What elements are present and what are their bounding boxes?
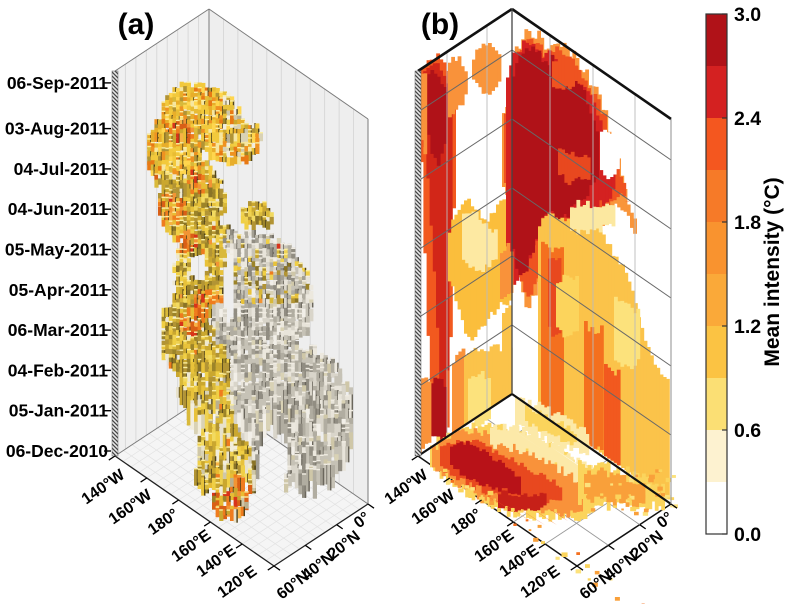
svg-text:05-Jan-2011: 05-Jan-2011 <box>9 401 109 421</box>
svg-text:04-Jun-2011: 04-Jun-2011 <box>8 199 108 219</box>
svg-text:0.0: 0.0 <box>734 524 761 546</box>
svg-text:1.8: 1.8 <box>734 212 761 234</box>
svg-text:(b): (b) <box>421 8 459 41</box>
svg-text:(a): (a) <box>118 8 155 41</box>
svg-text:Mean intensity (°C): Mean intensity (°C) <box>761 177 784 366</box>
svg-text:3.0: 3.0 <box>734 4 761 26</box>
svg-text:04-Jul-2011: 04-Jul-2011 <box>14 159 109 179</box>
svg-text:05-May-2011: 05-May-2011 <box>5 240 108 260</box>
svg-text:06-Mar-2011: 06-Mar-2011 <box>8 320 108 340</box>
svg-text:05-Apr-2011: 05-Apr-2011 <box>9 280 108 300</box>
svg-text:04-Feb-2011: 04-Feb-2011 <box>8 360 108 380</box>
svg-text:2.4: 2.4 <box>734 108 761 130</box>
svg-text:1.2: 1.2 <box>734 316 761 338</box>
svg-text:0.6: 0.6 <box>734 420 761 442</box>
svg-text:03-Aug-2011: 03-Aug-2011 <box>5 119 108 139</box>
svg-text:06-Dec-2010: 06-Dec-2010 <box>6 441 108 461</box>
svg-text:06-Sep-2011: 06-Sep-2011 <box>7 73 108 93</box>
